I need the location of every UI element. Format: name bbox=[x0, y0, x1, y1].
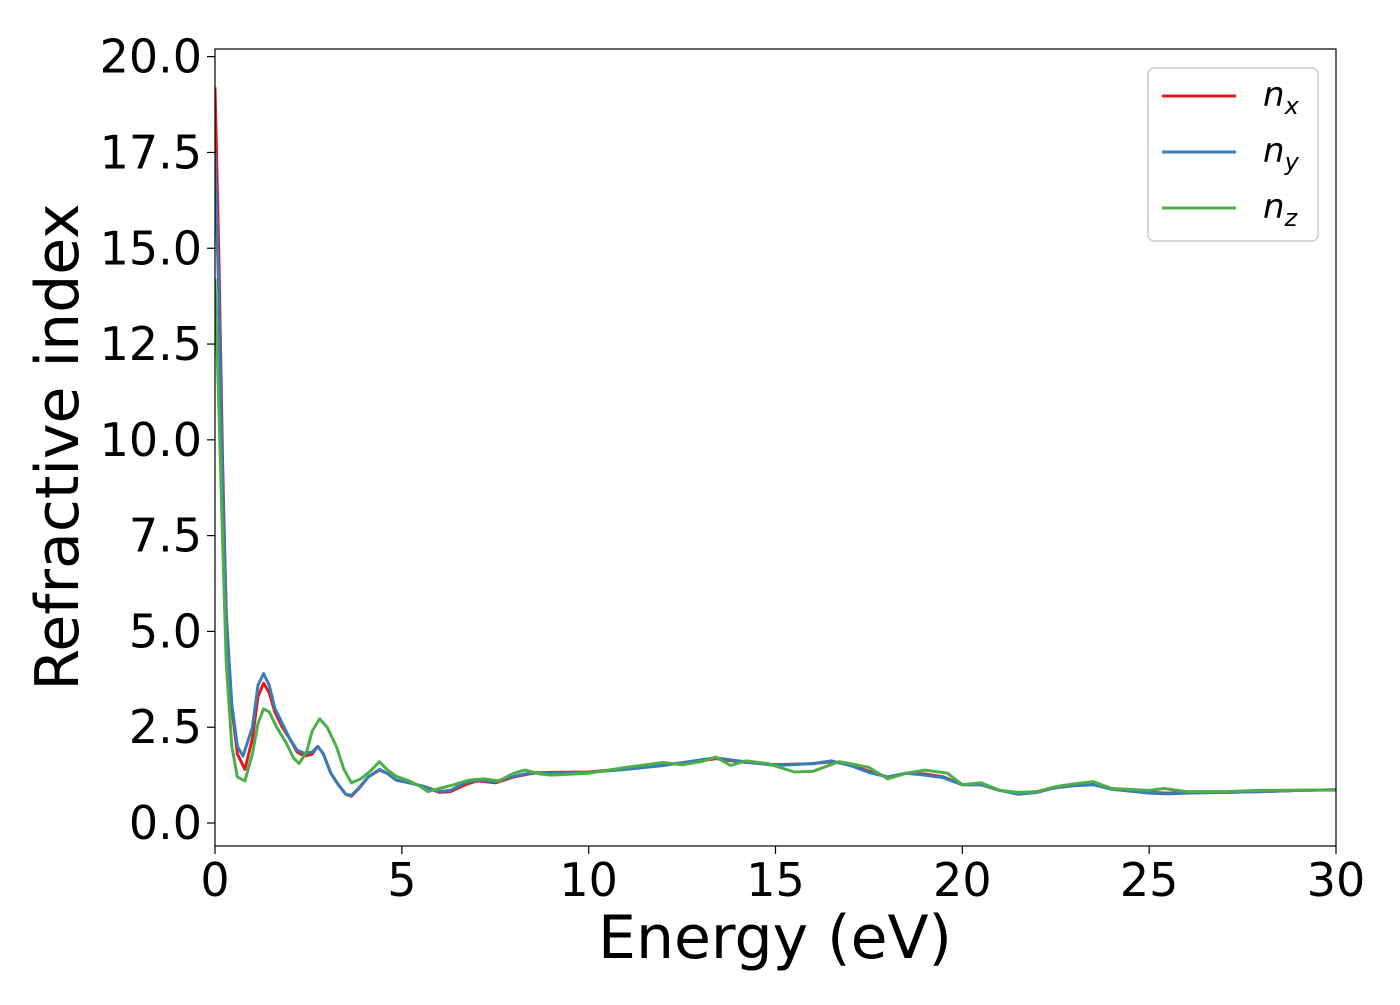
x-tick-label: 5 bbox=[387, 853, 416, 907]
x-tick-label: 25 bbox=[1120, 853, 1179, 907]
x-tick-label: 10 bbox=[559, 853, 618, 907]
legend-label-nx: nx bbox=[1263, 75, 1300, 120]
x-tick-label: 0 bbox=[200, 853, 229, 907]
legend-label-subscript: y bbox=[1284, 148, 1300, 176]
y-tick-label: 15.0 bbox=[100, 221, 202, 275]
y-tick-label: 0.0 bbox=[129, 796, 202, 850]
legend-label-subscript: z bbox=[1284, 204, 1299, 232]
x-axis-ticks: 0 5 10 15 20 25 30 bbox=[200, 846, 1365, 907]
series-layer bbox=[215, 87, 1336, 798]
x-tick-label: 15 bbox=[746, 853, 805, 907]
legend-label-main: n bbox=[1263, 131, 1285, 171]
legend-label-ny: ny bbox=[1263, 131, 1300, 176]
y-axis-ticks: 0.0 2.5 5.0 7.5 10.0 12.5 15.0 17.5 20.0 bbox=[100, 30, 215, 850]
y-tick-label: 12.5 bbox=[100, 317, 202, 371]
legend-label-main: n bbox=[1263, 75, 1285, 115]
y-tick-label: 10.0 bbox=[100, 413, 202, 467]
x-tick-label: 20 bbox=[933, 853, 992, 907]
y-tick-label: 2.5 bbox=[129, 700, 202, 754]
legend-label-subscript: x bbox=[1284, 92, 1300, 120]
y-tick-label: 5.0 bbox=[129, 604, 202, 658]
y-axis-label: Refractive index bbox=[23, 203, 93, 690]
x-tick-label: 30 bbox=[1307, 853, 1366, 907]
y-tick-label: 17.5 bbox=[100, 125, 202, 179]
legend-label-nz: nz bbox=[1263, 187, 1299, 232]
y-tick-label: 20.0 bbox=[100, 30, 202, 84]
y-tick-label: 7.5 bbox=[129, 509, 202, 563]
x-axis-label: Energy (eV) bbox=[598, 903, 952, 973]
legend-box bbox=[1147, 67, 1319, 242]
legend-label-main: n bbox=[1263, 187, 1285, 227]
series-line-nz bbox=[215, 278, 1336, 794]
